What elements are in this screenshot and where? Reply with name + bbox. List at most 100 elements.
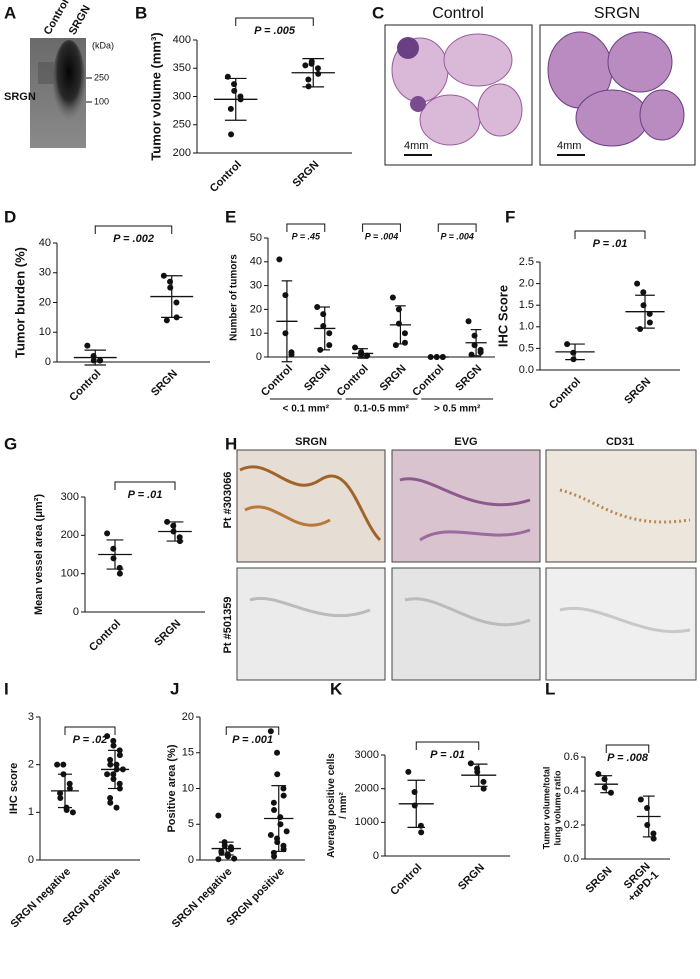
data-point [97,357,104,364]
y-tick-label: 200 [173,147,191,159]
image-title: SRGN [594,5,640,22]
x-tick-label: Control [547,376,583,412]
tissue-stain [239,465,691,633]
x-tick-label: SRGN [583,865,614,896]
data-point [315,70,322,77]
p-value: P = .004 [365,231,398,241]
data-point [283,828,290,835]
panel-letter: I [4,679,9,698]
x-tick-label: SRGN [149,368,180,399]
y-axis-label: Tumor volume (mm³) [148,32,163,160]
y-tick-label: 5 [188,818,194,830]
data-point [107,756,114,763]
y-tick-label: 10 [39,326,51,338]
y-axis-label: IHC Score [495,285,510,347]
group-label: < 0.1 mm² [283,404,330,415]
data-point [314,65,321,72]
data-point [215,856,222,863]
data-point [57,795,64,802]
data-point [468,351,475,358]
data-point [66,785,73,792]
data-point [116,570,123,577]
y-tick-label: 2.0 [519,278,534,290]
histology-grid [236,449,697,681]
y-tick-label: 0 [188,854,194,866]
y-tick-label: 0.6 [564,751,579,763]
data-point [228,846,235,853]
y-tick-label: 1000 [355,816,379,828]
p-value: P = .45 [292,231,321,241]
y-tick-label: 3 [28,711,34,723]
significance-bracket [286,223,326,232]
y-tick-label: 2000 [355,783,379,795]
stain-label: CD31 [606,436,634,448]
p-value: P = .008 [607,752,649,764]
y-tick-label: 10 [250,327,262,339]
patient-label: Pt #501359 [222,597,234,654]
x-tick-label: SRGN positive [224,866,287,929]
data-point [221,842,228,849]
data-point [401,339,408,346]
data-point [276,256,283,263]
significance-bracket [114,481,176,490]
significance-bracket [437,223,477,232]
image-title: Control [432,5,484,22]
x-tick-label: SRGN [378,363,409,394]
marker-label: 100 [94,96,109,106]
group-label: > 0.5 mm² [434,404,481,415]
significance-bracket [415,741,480,750]
data-point [595,771,602,777]
text-line: Average positive cells [326,753,337,858]
y-tick-label: 200 [61,529,79,541]
data-point [640,289,647,296]
scale-label: 4mm [557,140,581,152]
y-axis-label: Average positive cells/ mm² [326,753,349,858]
data-point [267,831,274,838]
y-tick-label: 0 [256,351,262,363]
panel-letter: B [135,3,147,22]
y-tick-label: 0 [373,850,379,862]
data-point [314,304,321,311]
data-point [305,76,312,83]
y-tick-label: 50 [250,232,262,244]
y-tick-label: 0.4 [564,785,579,797]
data-point [113,804,120,811]
significance-bracket [225,726,280,735]
x-tick-label: Control [335,363,371,399]
data-point [650,830,657,837]
x-tick-label: Control [87,618,123,654]
x-tick-label: SRGN [290,159,321,190]
data-point [352,344,359,351]
lane-label: SRGN [67,3,93,37]
data-point [231,87,238,94]
data-point [104,733,111,740]
y-tick-label: 15 [182,747,194,759]
data-point [646,319,653,326]
data-point [57,790,64,797]
significance-bracket [362,223,401,232]
protein-label: SRGN [4,91,36,103]
data-point [163,317,170,324]
text-line: Tumor volume/total [542,767,552,850]
data-point [364,352,371,359]
data-point [480,778,487,785]
data-point [267,728,274,735]
tissue [547,31,685,147]
data-point [637,796,644,803]
data-point [465,318,472,325]
data-point [107,799,114,806]
p-value: P = .01 [593,238,628,250]
y-tick-label: 1.5 [519,299,534,311]
data-point [66,780,73,787]
data-point [280,785,287,792]
y-tick-label: 20 [182,711,194,723]
data-point [634,280,641,287]
data-point [107,795,114,802]
data-point [302,62,309,69]
y-axis-label: Mean vessel area (μm²) [33,494,45,615]
y-tick-label: 1.0 [519,321,534,333]
data-point [270,799,277,806]
x-tick-label: SRGN [302,363,333,394]
text-line: lung volume ratio [553,770,563,846]
